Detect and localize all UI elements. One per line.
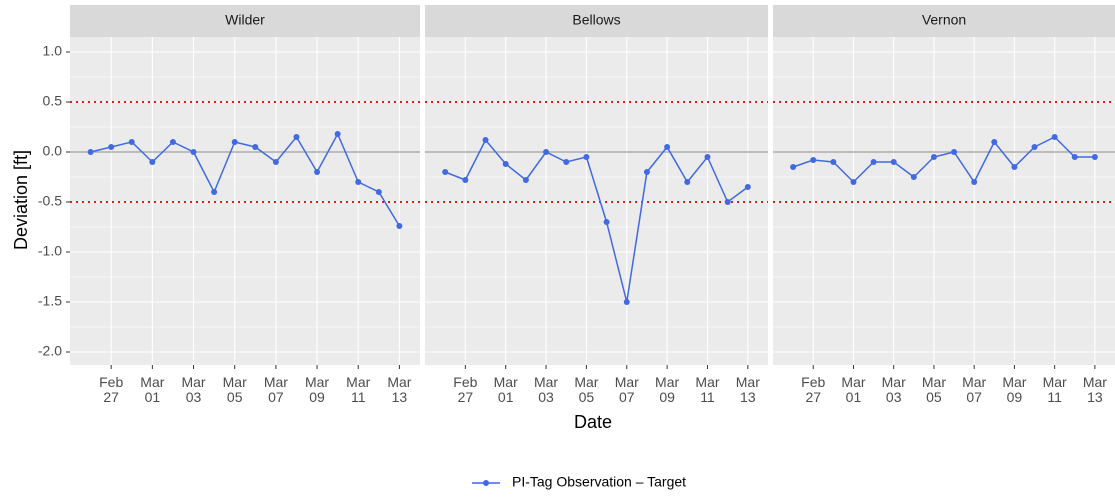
x-tick-label: Mar 07 <box>615 374 639 405</box>
point <box>664 144 671 150</box>
x-tick-label: Mar 07 <box>264 374 288 405</box>
point <box>128 139 135 145</box>
x-axis-label: Date <box>574 412 612 432</box>
y-tick-label: 0.5 <box>43 93 63 109</box>
facet-title: Wilder <box>225 12 265 28</box>
series-line <box>792 136 1095 184</box>
x-tick-label: Mar 01 <box>494 374 518 405</box>
x-tick-label: Mar 01 <box>140 374 164 405</box>
y-tick-label: -1.5 <box>38 293 62 309</box>
x-tick-label: Feb 27 <box>801 374 825 405</box>
x-tick-label: Mar 09 <box>655 374 679 405</box>
point <box>583 154 590 160</box>
y-tick-label: 0.0 <box>43 143 63 159</box>
x-tick-label: Mar 03 <box>534 374 558 405</box>
point <box>971 179 978 185</box>
point <box>293 134 300 140</box>
point <box>87 149 94 155</box>
x-tick-label: Mar 03 <box>181 374 205 405</box>
point <box>643 169 650 175</box>
point <box>375 189 382 195</box>
panel <box>425 37 768 365</box>
point <box>169 139 176 145</box>
strip <box>70 5 420 37</box>
point <box>543 149 550 155</box>
point <box>1011 164 1018 170</box>
point <box>951 149 958 155</box>
point <box>724 199 731 205</box>
point <box>108 144 115 150</box>
y-tick-label: -0.5 <box>38 193 62 209</box>
point <box>603 219 610 225</box>
point <box>482 137 489 143</box>
x-tick-label: Mar 13 <box>736 374 760 405</box>
x-tick-label: Mar 03 <box>882 374 906 405</box>
y-tick-label: -2.0 <box>38 343 62 359</box>
point <box>1071 154 1078 160</box>
point <box>744 184 751 190</box>
point <box>810 157 817 163</box>
series-line <box>444 138 749 303</box>
strip <box>425 5 768 37</box>
series-line <box>90 132 401 227</box>
point <box>930 154 937 160</box>
point <box>563 159 570 165</box>
point <box>442 169 449 175</box>
point <box>790 164 797 170</box>
point <box>991 139 998 145</box>
point <box>334 131 341 137</box>
point <box>1091 154 1098 160</box>
point <box>314 169 321 175</box>
point <box>1031 144 1038 150</box>
point <box>850 179 857 185</box>
point <box>211 189 218 195</box>
x-tick-label: Mar 13 <box>387 374 411 405</box>
panel <box>773 37 1115 365</box>
point <box>190 149 197 155</box>
point <box>396 223 403 229</box>
x-tick-label: Mar 11 <box>346 374 370 405</box>
point <box>462 177 469 183</box>
x-tick-label: Mar 09 <box>305 374 329 405</box>
y-tick-label: 1.0 <box>43 43 63 59</box>
point <box>252 144 259 150</box>
point <box>502 161 509 167</box>
x-tick-label: Mar 05 <box>223 374 247 405</box>
x-tick-label: Feb 27 <box>99 374 123 405</box>
y-axis-label: Deviation [ft] <box>11 150 31 250</box>
point <box>522 177 529 183</box>
x-tick-label: Mar 13 <box>1083 374 1107 405</box>
point <box>1051 134 1058 140</box>
x-tick-label: Mar 11 <box>1043 374 1067 405</box>
x-tick-label: Mar 05 <box>574 374 598 405</box>
point <box>870 159 877 165</box>
point <box>272 159 279 165</box>
legend-label: PI-Tag Observation – Target <box>512 474 686 490</box>
x-tick-label: Mar 07 <box>962 374 986 405</box>
point <box>149 159 156 165</box>
x-tick-label: Mar 09 <box>1002 374 1026 405</box>
legend-key-point <box>483 480 489 486</box>
point <box>684 179 691 185</box>
point <box>830 159 837 165</box>
x-tick-label: Feb 27 <box>453 374 477 405</box>
point <box>910 174 917 180</box>
point <box>704 154 711 160</box>
point <box>890 159 897 165</box>
x-tick-label: Mar 05 <box>922 374 946 405</box>
y-tick-label: -1.0 <box>38 243 62 259</box>
point <box>623 299 630 305</box>
facet-title: Bellows <box>572 12 620 28</box>
point <box>355 179 362 185</box>
strip <box>773 5 1115 37</box>
x-tick-label: Mar 01 <box>841 374 865 405</box>
x-tick-label: Mar 11 <box>695 374 719 405</box>
facet-title: Vernon <box>922 12 966 28</box>
point <box>231 139 238 145</box>
